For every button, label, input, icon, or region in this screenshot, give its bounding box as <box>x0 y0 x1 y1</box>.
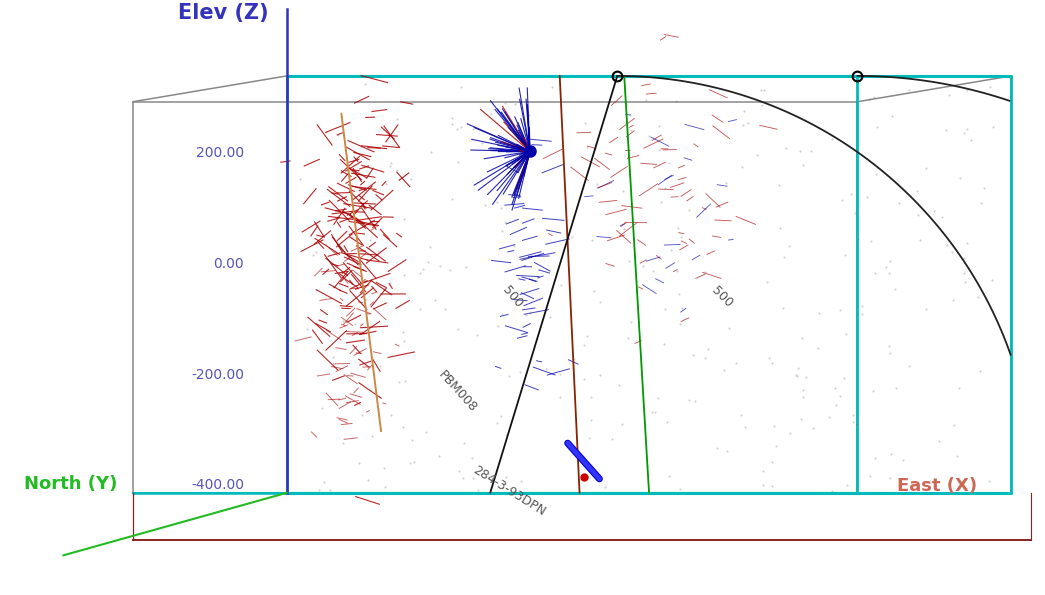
Text: Elev (Z): Elev (Z) <box>178 4 269 23</box>
Text: North (Y): North (Y) <box>24 475 117 493</box>
Text: 200.00: 200.00 <box>196 146 245 160</box>
Text: PBM008: PBM008 <box>436 368 480 415</box>
Text: 500: 500 <box>501 284 526 311</box>
Text: 500: 500 <box>709 284 735 311</box>
Text: East (X): East (X) <box>898 477 977 495</box>
Text: 0.00: 0.00 <box>213 258 245 271</box>
Text: -400.00: -400.00 <box>191 478 245 492</box>
Text: 284-3-93DPN: 284-3-93DPN <box>470 464 548 518</box>
Text: -200.00: -200.00 <box>191 368 245 381</box>
